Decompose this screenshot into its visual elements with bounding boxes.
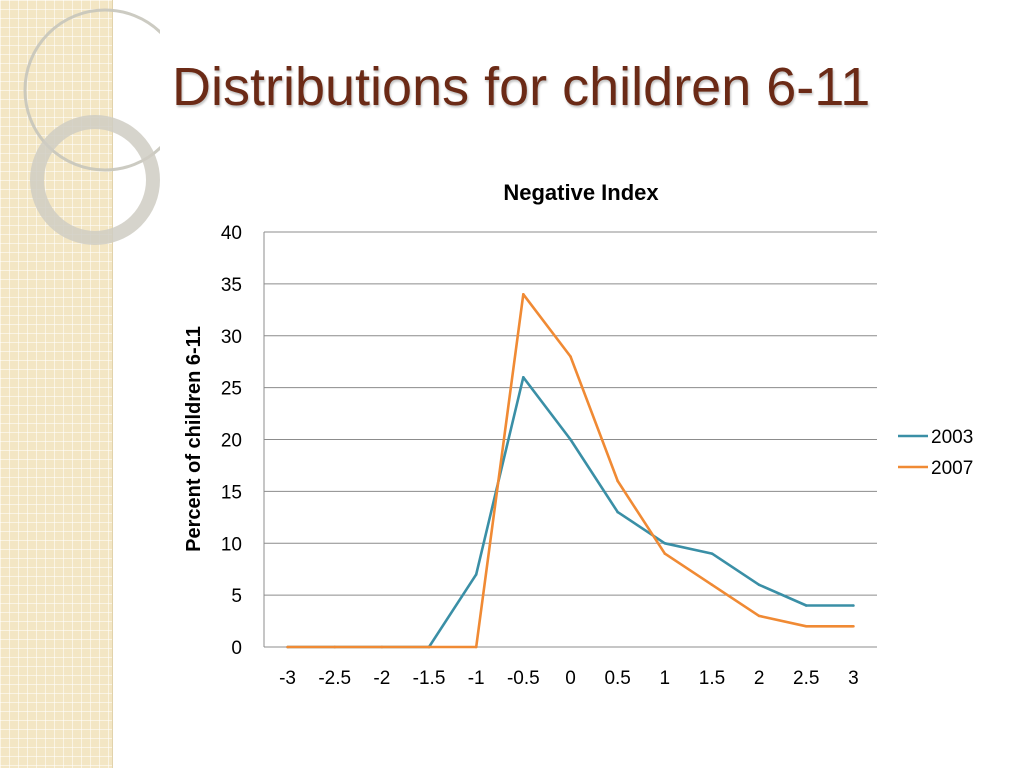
y-tick-labels: 0 5 10 15 20 25 30 35 40: [221, 223, 242, 659]
data-point-2003: [804, 604, 808, 607]
x-tick-label: 2.5: [793, 668, 819, 689]
data-point-2003: [663, 541, 667, 545]
data-point-2003: [852, 604, 855, 607]
series-lines: [286, 292, 855, 649]
x-tick-label: 2: [754, 668, 765, 689]
legend-label: 2007: [931, 458, 973, 479]
x-tick-label: 0: [565, 668, 576, 689]
y-tick-label: 20: [221, 431, 242, 452]
data-point-2007: [710, 583, 714, 587]
x-tick-label: 3: [848, 668, 859, 689]
data-point-2003: [616, 510, 619, 514]
data-point-2007: [333, 645, 337, 649]
x-tick-label: -2: [373, 668, 390, 689]
x-tick-labels: -3 -2.5 -2 -1.5 -1 -0.5 0 0.5 1 1.5 2 2.5 3: [279, 668, 859, 689]
data-point-2003: [474, 573, 478, 576]
x-tick-label: -2.5: [318, 668, 351, 689]
series-line-2007: [287, 293, 854, 649]
gridlines: [263, 231, 877, 648]
legend: 2003 2007: [898, 427, 973, 479]
slide-title: Distributions for children 6-11: [172, 57, 871, 117]
y-axis-label: Percent of children 6-11: [183, 326, 205, 552]
x-tick-label: -3: [279, 668, 296, 689]
data-point-2007: [569, 355, 572, 358]
y-tick-label: 5: [231, 586, 242, 607]
data-point-2007: [427, 645, 431, 649]
y-tick-label: 15: [221, 482, 242, 503]
y-tick-label: 25: [221, 379, 242, 400]
x-tick-label: 1.5: [699, 668, 725, 689]
data-point-2007: [474, 645, 478, 649]
y-tick-label: 30: [221, 327, 242, 348]
x-tick-label: -1.5: [413, 668, 446, 689]
x-tick-label: -1: [468, 668, 485, 689]
legend-label: 2003: [931, 427, 973, 448]
x-tick-label: 1: [660, 668, 671, 689]
data-point-2007: [804, 624, 808, 628]
data-point-2007: [286, 645, 289, 649]
x-tick-label: -0.5: [507, 668, 540, 689]
line-chart: Negative Index Percent of children 6-11 …: [183, 180, 973, 689]
data-point-2007: [852, 624, 855, 628]
x-tick-label: 0.5: [604, 668, 630, 689]
y-tick-label: 0: [231, 638, 242, 659]
series-line-2003: [287, 376, 854, 649]
data-point-2003: [569, 438, 572, 441]
data-point-2003: [710, 552, 714, 555]
data-point-2007: [663, 552, 667, 555]
data-point-2003: [522, 375, 525, 379]
y-tick-label: 40: [221, 223, 242, 244]
chart-title: Negative Index: [503, 180, 659, 205]
data-point-2007: [522, 292, 525, 296]
y-tick-label: 10: [221, 534, 242, 555]
data-point-2007: [757, 614, 761, 618]
decorative-rings: [23, 8, 160, 245]
data-point-2007: [616, 479, 619, 483]
data-point-2007: [380, 645, 384, 649]
data-point-2003: [757, 583, 761, 587]
y-tick-label: 35: [221, 275, 242, 296]
